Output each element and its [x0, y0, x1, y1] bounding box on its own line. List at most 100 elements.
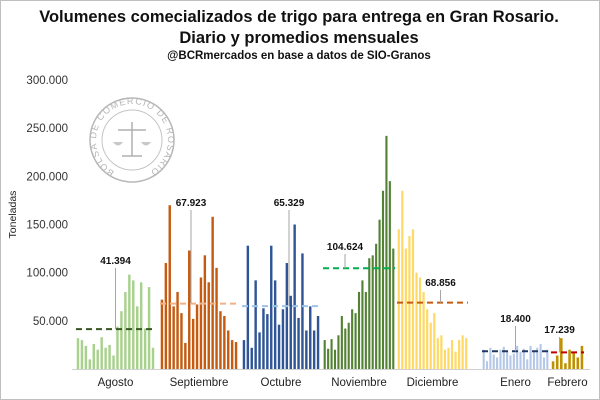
bar: [108, 344, 111, 369]
bar: [327, 348, 330, 369]
bar: [128, 274, 131, 369]
bar: [344, 328, 347, 369]
bar: [180, 313, 183, 369]
x-month-label: Diciembre: [407, 377, 459, 389]
bar: [312, 330, 316, 369]
bar: [426, 309, 429, 369]
bar: [351, 309, 354, 369]
y-tick-label: 200.000: [26, 171, 68, 183]
bar: [506, 351, 509, 369]
bar: [522, 348, 525, 369]
bar: [289, 295, 292, 369]
bar: [124, 291, 127, 369]
bar: [151, 347, 155, 369]
bar: [297, 317, 300, 369]
bar: [357, 291, 361, 369]
bar: [496, 357, 499, 369]
bar: [330, 339, 333, 369]
bar: [100, 337, 103, 369]
bar: [164, 263, 168, 369]
bar: [404, 248, 407, 369]
average-label: 41.394: [100, 256, 131, 267]
bar: [143, 328, 147, 369]
bar: [195, 304, 199, 369]
bar: [489, 347, 492, 369]
bar: [230, 340, 234, 369]
bar: [568, 349, 571, 369]
bar: [516, 345, 519, 369]
bar: [80, 340, 84, 369]
bar: [560, 338, 563, 369]
bar: [458, 340, 461, 369]
bar: [502, 346, 505, 369]
bar: [461, 335, 464, 369]
watermark-scale-pan-left: [113, 142, 123, 146]
bar: [546, 349, 549, 369]
bar: [529, 345, 532, 369]
bar: [281, 309, 285, 369]
bar: [147, 287, 151, 369]
watermark-scale-pan-right: [141, 142, 151, 146]
chart-source: @BCRmercados en base a datos de SIO-Gran…: [167, 50, 431, 62]
bar: [564, 363, 567, 369]
bar: [184, 342, 187, 369]
bar: [443, 349, 447, 369]
bar: [104, 347, 107, 369]
bar: [120, 311, 123, 369]
y-tick-label: 50.000: [33, 316, 68, 328]
bar: [246, 245, 250, 369]
bar: [401, 190, 404, 369]
bar: [354, 313, 357, 369]
bar: [262, 308, 265, 369]
bar: [519, 351, 522, 369]
bar: [188, 250, 191, 369]
bar: [219, 311, 222, 369]
bar: [385, 135, 388, 369]
bar: [580, 345, 584, 369]
bar: [465, 338, 468, 369]
bar: [277, 324, 281, 369]
x-month-label: Enero: [500, 377, 531, 389]
average-label: 104.624: [327, 242, 364, 253]
bar: [316, 316, 320, 369]
bar: [266, 314, 269, 369]
watermark-seal-icon: [89, 97, 175, 183]
bar: [509, 355, 512, 369]
bar: [139, 282, 143, 369]
bar: [542, 357, 546, 369]
bar: [223, 316, 226, 369]
bar: [436, 338, 439, 369]
bar: [551, 361, 555, 369]
chart-title: Volumenes comecializados de trigo para e…: [39, 8, 559, 26]
bar: [371, 255, 374, 369]
bar: [227, 330, 230, 369]
x-month-label: Agosto: [98, 377, 134, 389]
bar: [381, 190, 385, 369]
bar: [347, 322, 350, 369]
average-label: 68.856: [425, 278, 456, 289]
bar: [160, 299, 164, 369]
bar: [433, 313, 436, 369]
average-label: 65.329: [274, 198, 305, 209]
bar: [482, 349, 485, 369]
bar: [116, 326, 119, 369]
bar: [293, 224, 296, 369]
bar: [447, 347, 450, 369]
bar: [422, 291, 425, 369]
bar: [526, 359, 529, 369]
bar: [450, 340, 454, 369]
bar: [207, 282, 210, 369]
bar: [136, 306, 139, 369]
bar: [270, 245, 273, 369]
x-month-label: Octubre: [261, 377, 302, 389]
bar: [273, 280, 277, 369]
bar: [532, 351, 535, 369]
x-month-label: Noviembre: [331, 377, 387, 389]
bar: [388, 181, 391, 369]
bar: [454, 351, 457, 369]
x-month-label: Septiembre: [170, 377, 229, 389]
bar: [309, 306, 312, 369]
bar: [411, 229, 415, 369]
bar: [199, 277, 203, 369]
bar: [415, 272, 418, 369]
